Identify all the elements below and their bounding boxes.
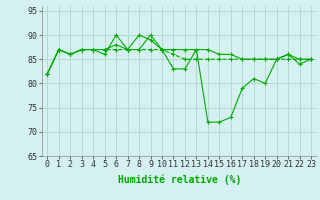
X-axis label: Humidité relative (%): Humidité relative (%)	[117, 175, 241, 185]
